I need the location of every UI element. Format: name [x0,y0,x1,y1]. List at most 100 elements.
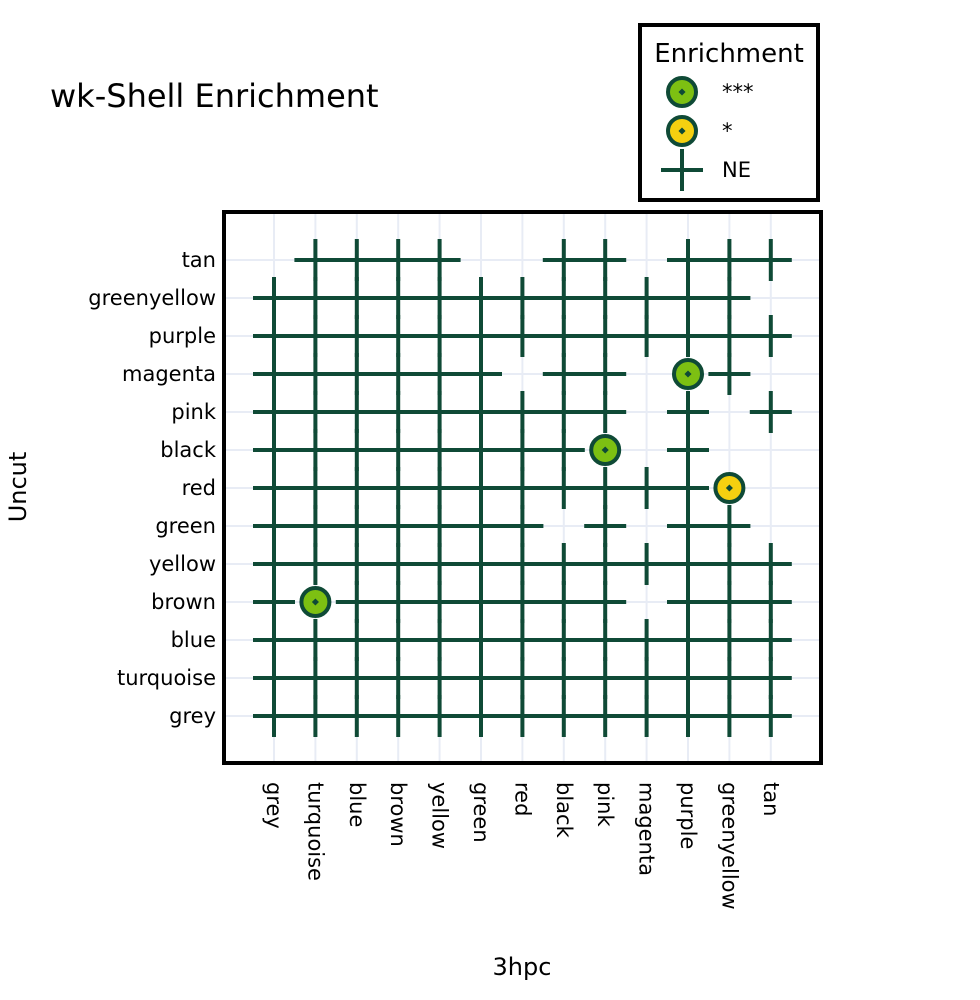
ne-cross-yellow-black [418,429,461,471]
ne-cross-yellow-yellow [418,543,461,585]
ne-cross-yellow-grey [418,695,461,737]
ne-cross-blue-brown [335,581,378,623]
ne-cross-brown-black [377,429,420,471]
ne-cross-tan-tan [749,239,792,281]
ne-cross-purple-red [667,467,709,509]
x-tick-greenyellow: greenyellow [717,782,741,910]
ne-cross-red-turquoise [501,657,544,699]
enriched-point-turquoise-brown [299,586,332,618]
legend-entry-1: * [666,115,733,147]
ne-cross-yellow-magenta [418,353,461,395]
ne-cross-turquoise-greenyellow [294,277,337,319]
legend-entry-0: *** [666,76,754,108]
ne-cross-yellow-greenyellow [418,277,461,319]
ne-cross-purple-green [667,505,709,547]
ne-cross-pink-green [584,505,627,547]
ne-cross-black-red [542,467,585,509]
ne-cross-tan-pink [749,391,792,433]
legend: Enrichment ****NE [638,23,820,202]
ne-cross-purple-pink [667,391,709,433]
ne-cross-magenta-purple [625,315,668,357]
ne-cross-greenyellow-grey [708,695,751,737]
y-tick-green: green [155,514,216,538]
ne-cross-blue-blue [335,619,378,661]
ne-cross-grey-pink [253,391,295,433]
ne-cross-turquoise-blue [294,619,337,661]
ne-cross-black-magenta [542,353,585,395]
ne-cross-yellow-turquoise [418,657,461,699]
ne-cross-pink-magenta [584,353,627,395]
ne-cross-green-brown [460,581,502,623]
ne-cross-pink-greenyellow [584,277,627,319]
ne-cross-magenta-blue [625,619,668,661]
ne-cross-turquoise-red [294,467,337,509]
x-tick-turquoise: turquoise [303,782,327,881]
ne-cross-pink-purple [584,315,627,357]
ne-cross-magenta-red [625,467,668,509]
ne-cross-brown-red [377,467,420,509]
ne-cross-greenyellow-turquoise [708,657,751,699]
x-tick-labels: grey turquoise blue brown yellow green red blac… [262,782,783,910]
ne-cross-brown-purple [377,315,420,357]
ne-cross-magenta-yellow [625,543,668,585]
ne-cross-blue-red [335,467,378,509]
ne-cross-green-purple [460,315,502,357]
ne-cross-grey-turquoise [253,657,295,699]
ne-cross-black-greenyellow [542,277,585,319]
ne-cross-blue-turquoise [335,657,378,699]
ne-cross-tan-blue [749,619,792,661]
x-axis-label: 3hpc [493,953,552,981]
legend-label-2: NE [722,158,751,182]
ne-cross-black-blue [542,619,585,661]
x-tick-magenta: magenta [635,782,659,876]
ne-cross-purple-yellow [667,543,709,585]
ne-cross-black-turquoise [542,657,585,699]
ne-cross-red-black [501,429,544,471]
ne-cross-black-yellow [542,543,585,585]
ne-cross-yellow-pink [418,391,461,433]
ne-cross-red-blue [501,619,544,661]
ne-cross-green-blue [460,619,502,661]
ne-cross-purple-brown [667,581,709,623]
ne-cross-brown-yellow [377,543,420,585]
ne-cross-brown-blue [377,619,420,661]
y-tick-tan: tan [182,248,216,272]
ne-cross-black-black [542,429,585,471]
ne-cross-turquoise-black [294,429,337,471]
ne-cross-tan-grey [749,695,792,737]
ne-cross-purple-turquoise [667,657,709,699]
ne-cross-turquoise-turquoise [294,657,337,699]
data-marks [253,239,792,737]
ne-cross-green-pink [460,391,502,433]
legend-marker-0 [666,76,698,108]
ne-cross-yellow-red [418,467,461,509]
ne-cross-yellow-tan [418,239,461,281]
ne-cross-pink-brown [584,581,627,623]
legend-title: Enrichment [654,39,804,69]
chart-title: wk-Shell Enrichment [50,77,379,115]
ne-cross-blue-greenyellow [335,277,378,319]
ne-cross-greenyellow-yellow [708,543,751,585]
x-tick-brown: brown [386,782,410,847]
ne-cross-pink-blue [584,619,627,661]
ne-cross-purple-grey [667,695,709,737]
ne-cross-yellow-green [418,505,461,547]
x-tick-pink: pink [593,782,617,827]
ne-cross-tan-purple [749,315,792,357]
ne-cross-greenyellow-blue [708,619,751,661]
x-tick-black: black [552,782,576,839]
ne-cross-grey-black [253,429,295,471]
ne-cross-red-brown [501,581,544,623]
y-tick-blue: blue [171,628,216,652]
ne-cross-blue-black [335,429,378,471]
ne-cross-black-purple [542,315,585,357]
y-tick-labels: grey turquoise blue brown yellow green red blac… [88,248,217,728]
ne-cross-brown-tan [377,239,420,281]
y-tick-magenta: magenta [122,362,216,386]
y-tick-pink: pink [171,400,216,424]
legend-entry-2: NE [661,149,751,191]
ne-cross-magenta-grey [625,695,668,737]
ne-cross-red-purple [501,315,544,357]
legend-label-1: * [722,119,733,143]
ne-cross-grey-greenyellow [253,277,295,319]
